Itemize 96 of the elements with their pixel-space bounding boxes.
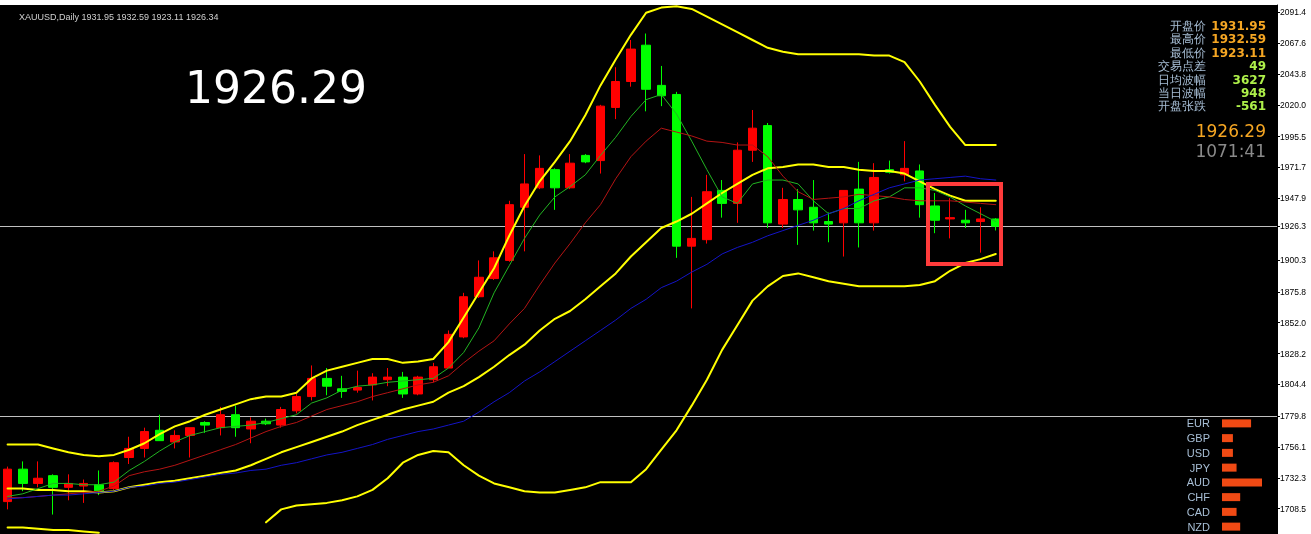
y-tick-label: 1756.1 [1280,442,1307,452]
annotation: 1926.29 [185,62,367,113]
text: XAUUSD,Daily 1931.95 1932.59 1923.11 1926.34 [19,11,219,22]
y-tick-label: 2043.8 [1280,68,1307,79]
candlestick [809,179,818,232]
y-tick-label: 1875.8 [1280,286,1307,297]
candlestick [231,405,240,438]
candlestick [276,406,286,429]
y-tick-label: 2067.6 [1280,38,1307,49]
candlestick [596,104,605,175]
y-tick-label: CAD [1186,505,1211,518]
candlestick [216,406,225,436]
y-tick-label: 1828.2 [1280,348,1307,359]
y-tick-label: 2020.0 [1280,99,1307,110]
candlestick [793,188,803,246]
y-tick-label: 1995.5 [1280,131,1307,142]
candlestick [976,206,985,254]
candlestick [641,33,651,112]
bar [1222,493,1241,502]
y-tick-label: 1900.3 [1280,255,1307,266]
y-tick-label: CHF [1187,491,1211,504]
candlestick [550,167,560,211]
candlestick [292,393,301,414]
text: 49 [1249,59,1266,74]
text: 当日波幅 [1158,86,1206,100]
candlestick [353,370,362,394]
candlestick [383,367,392,387]
candlestick [839,189,848,258]
text: 1932.59 [1211,32,1266,47]
y-tick-label: 1947.9 [1280,193,1307,204]
y-tick-label: 1926.3 [1280,221,1307,232]
bar [1222,507,1237,516]
candlestick [307,364,316,401]
text: 1071:41 [1195,140,1266,161]
text: 开盘价 [1170,19,1206,33]
candlestick [459,292,468,339]
text: 最低价 [1170,45,1206,60]
y-tick-label: NZD [1187,520,1211,533]
y-tick-label: 1971.7 [1280,162,1307,173]
y-tick-label: AUD [1186,476,1211,489]
text: 3627 [1232,72,1266,87]
y-tick-label: JPY [1189,461,1211,474]
text: -561 [1235,99,1266,114]
bar [1222,478,1262,487]
candlestick [869,162,879,232]
y-tick-label: GBP [1186,432,1210,445]
text: 最高价 [1170,32,1206,47]
candlestick [368,372,377,401]
y-tick-label: 1708.5 [1280,503,1307,514]
text: 日均波幅 [1158,72,1206,87]
candlestick [778,187,788,229]
candlestick [702,174,712,245]
candlestick [626,39,636,88]
candlestick [185,427,195,458]
text: 1926.29 [1195,120,1266,141]
bar [1222,522,1241,531]
candlestick [170,429,180,449]
y-tick-label: 2091.4 [1280,7,1307,18]
candlestick [961,209,970,229]
candlestick [48,473,58,516]
y-tick-label: EUR [1186,417,1211,430]
y-tick-label: 1732.3 [1280,472,1307,483]
text: 开盘张跌 [1158,99,1206,114]
candlestick [322,367,332,396]
y-tick-label: USD [1186,446,1211,459]
candlestick [824,211,833,243]
candlestick [930,192,940,234]
text: 1931.95 [1211,19,1266,33]
candlestick [672,91,681,259]
text: 交易点差 [1158,59,1206,74]
text: 948 [1240,86,1266,100]
candlestick [945,197,955,239]
candlestick [200,420,210,434]
bar [1222,448,1233,457]
candlestick [505,200,514,263]
bar [1222,463,1237,472]
candlestick [18,460,28,492]
candlestick [581,153,590,164]
y-tick-label: 1779.8 [1280,411,1307,422]
y-tick-label: 1804.4 [1280,379,1307,390]
candlestick [33,460,43,488]
line-series [6,5,997,458]
candlestick [763,122,772,229]
y-tick-label: 1852.0 [1280,317,1307,328]
candlestick [854,161,864,248]
candlestick [520,153,529,252]
candlestick [429,362,438,383]
candlestick [565,153,575,190]
bar [1222,419,1252,428]
candlestick [733,141,742,224]
text: 1923.11 [1211,45,1266,60]
candlestick [687,196,696,309]
bar [1222,434,1233,443]
candlestick [748,109,757,163]
candlestick [657,65,666,107]
candlestick [611,66,620,120]
